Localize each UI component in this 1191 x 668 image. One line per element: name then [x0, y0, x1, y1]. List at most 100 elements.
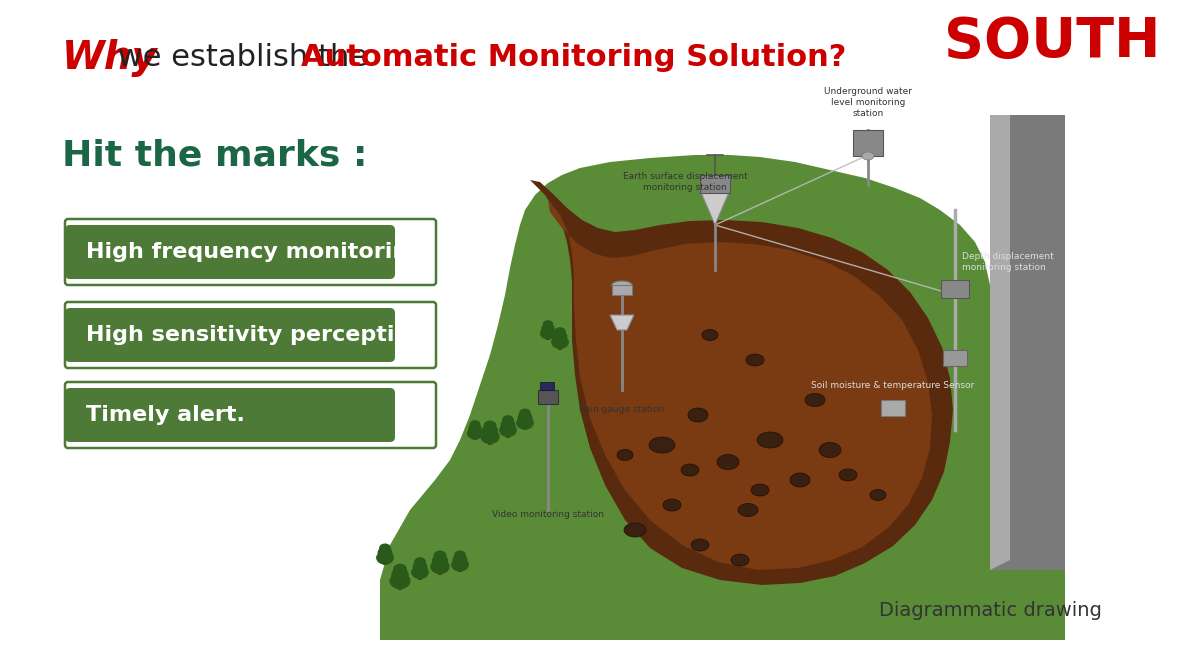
Ellipse shape [454, 550, 466, 560]
Bar [612, 285, 632, 295]
Ellipse shape [790, 473, 810, 487]
Bar [488, 436, 492, 445]
Bar [540, 382, 554, 390]
Text: Timely alert.: Timely alert. [86, 405, 245, 425]
Ellipse shape [376, 551, 394, 564]
FancyBboxPatch shape [66, 308, 395, 362]
Ellipse shape [519, 408, 531, 418]
Ellipse shape [468, 424, 481, 434]
Ellipse shape [469, 420, 480, 429]
Bar [418, 572, 422, 580]
Ellipse shape [752, 484, 769, 496]
Ellipse shape [393, 564, 407, 574]
Ellipse shape [451, 558, 469, 572]
Text: Rain gauge station: Rain gauge station [579, 405, 665, 414]
Polygon shape [990, 115, 1010, 570]
Bar [506, 430, 510, 438]
Ellipse shape [412, 560, 428, 572]
Ellipse shape [499, 424, 517, 437]
Ellipse shape [701, 329, 718, 341]
Text: Why: Why [62, 39, 158, 77]
Ellipse shape [378, 546, 392, 558]
Ellipse shape [484, 420, 497, 431]
Ellipse shape [411, 565, 429, 579]
Ellipse shape [551, 335, 569, 349]
Ellipse shape [482, 424, 498, 437]
Bar [398, 580, 403, 590]
Text: Video monitoring station: Video monitoring station [492, 510, 604, 519]
Text: Underground water
level monitoring
station: Underground water level monitoring stati… [824, 87, 912, 118]
Ellipse shape [731, 554, 749, 566]
Ellipse shape [663, 499, 681, 511]
Ellipse shape [480, 429, 500, 444]
Ellipse shape [432, 554, 448, 567]
Ellipse shape [612, 281, 632, 289]
Bar [538, 390, 559, 404]
Polygon shape [380, 590, 1065, 640]
Ellipse shape [862, 152, 874, 160]
Bar [545, 333, 550, 340]
Bar [523, 422, 526, 430]
Ellipse shape [717, 454, 738, 470]
Bar [700, 175, 730, 193]
Text: Hit the marks :: Hit the marks : [62, 138, 367, 172]
Ellipse shape [805, 393, 825, 407]
Ellipse shape [540, 327, 556, 339]
Ellipse shape [738, 504, 757, 516]
Text: Soil moisture & temperature Sensor: Soil moisture & temperature Sensor [811, 381, 974, 390]
Ellipse shape [414, 557, 426, 566]
Text: we establish the: we establish the [108, 43, 378, 73]
Ellipse shape [434, 550, 447, 560]
Bar [384, 557, 387, 565]
Ellipse shape [453, 554, 467, 565]
Ellipse shape [757, 432, 782, 448]
Ellipse shape [554, 327, 566, 337]
Polygon shape [380, 570, 1065, 590]
Ellipse shape [500, 419, 516, 430]
Text: SOUTH: SOUTH [943, 15, 1160, 69]
Polygon shape [548, 200, 933, 570]
Bar [881, 400, 905, 416]
Polygon shape [700, 190, 730, 225]
Ellipse shape [691, 539, 709, 551]
Text: Diagrammatic drawing: Diagrammatic drawing [879, 601, 1102, 620]
Ellipse shape [617, 450, 632, 460]
Polygon shape [530, 180, 953, 585]
Ellipse shape [503, 415, 515, 424]
Bar [459, 564, 462, 572]
Bar [473, 433, 478, 440]
Polygon shape [990, 115, 1065, 570]
Ellipse shape [389, 573, 411, 589]
Bar [943, 350, 967, 366]
Text: High frequency monitoring: High frequency monitoring [86, 242, 424, 262]
Ellipse shape [518, 411, 532, 424]
Polygon shape [610, 315, 634, 330]
Ellipse shape [467, 427, 484, 440]
Ellipse shape [379, 544, 391, 552]
Ellipse shape [553, 331, 567, 342]
Text: High sensitivity perception: High sensitivity perception [86, 325, 425, 345]
Ellipse shape [838, 469, 858, 481]
Ellipse shape [391, 568, 409, 581]
Text: Automatic Monitoring Solution?: Automatic Monitoring Solution? [301, 43, 847, 73]
Text: Earth surface displacement
monitoring station: Earth surface displacement monitoring st… [623, 172, 748, 192]
Ellipse shape [516, 415, 534, 430]
Ellipse shape [681, 464, 699, 476]
Bar [438, 566, 442, 575]
Ellipse shape [624, 523, 646, 537]
FancyBboxPatch shape [66, 388, 395, 442]
Ellipse shape [869, 490, 886, 500]
Polygon shape [380, 155, 1065, 640]
Bar [559, 341, 562, 350]
Ellipse shape [541, 323, 555, 334]
Ellipse shape [688, 408, 707, 422]
Ellipse shape [430, 559, 450, 574]
Bar [853, 130, 883, 156]
Bar [941, 280, 969, 298]
Ellipse shape [649, 437, 675, 453]
Text: Depth displacement
monitoring station: Depth displacement monitoring station [962, 252, 1054, 272]
Ellipse shape [819, 442, 841, 458]
FancyBboxPatch shape [66, 225, 395, 279]
Ellipse shape [746, 354, 763, 366]
Ellipse shape [543, 320, 554, 329]
